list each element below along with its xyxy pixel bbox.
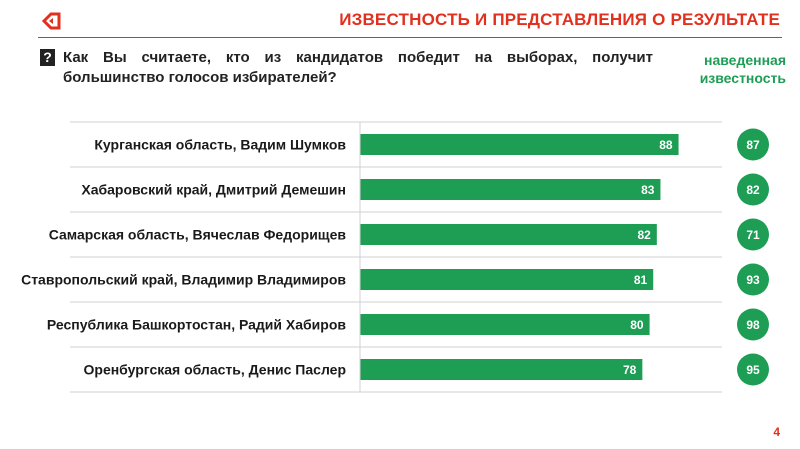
bar bbox=[360, 179, 661, 200]
awareness-value-label: 95 bbox=[746, 363, 760, 377]
category-label: Самарская область, Вячеслав Федорищев bbox=[49, 227, 347, 243]
bar bbox=[360, 314, 650, 335]
bar bbox=[360, 224, 657, 245]
bar-value-label: 81 bbox=[634, 273, 648, 287]
bar-value-label: 83 bbox=[641, 183, 655, 197]
bar-value-label: 78 bbox=[623, 363, 637, 377]
category-label: Ставропольский край, Владимир Владимиров bbox=[21, 272, 346, 288]
awareness-circle bbox=[737, 128, 769, 161]
title-divider bbox=[38, 37, 782, 38]
awareness-value-label: 93 bbox=[746, 273, 760, 287]
awareness-circle bbox=[737, 218, 769, 251]
logo-icon bbox=[41, 12, 61, 30]
bar-value-label: 80 bbox=[630, 318, 644, 332]
question-text: Как Вы считаете, кто из кандидатов побед… bbox=[63, 49, 653, 86]
bar bbox=[360, 359, 643, 380]
category-label: Республика Башкортостан, Радий Хабиров bbox=[47, 317, 346, 333]
question-mark-icon: ? bbox=[40, 49, 55, 66]
page-number: 4 bbox=[773, 425, 780, 439]
awareness-circle bbox=[737, 353, 769, 386]
bar-value-label: 82 bbox=[637, 228, 651, 242]
bar bbox=[360, 134, 679, 155]
category-label: Курганская область, Вадим Шумков bbox=[94, 137, 346, 153]
awareness-circle bbox=[737, 173, 769, 206]
legend-label: наведенная известность bbox=[699, 52, 786, 86]
awareness-circle bbox=[737, 263, 769, 296]
awareness-circle bbox=[737, 308, 769, 341]
category-label: Хабаровский край, Дмитрий Демешин bbox=[81, 182, 346, 198]
awareness-value-label: 71 bbox=[746, 228, 760, 242]
category-label: Оренбургская область, Денис Паслер bbox=[84, 362, 347, 378]
bar bbox=[360, 269, 654, 290]
page-title: ИЗВЕСТНОСТЬ И ПРЕДСТАВЛЕНИЯ О РЕЗУЛЬТАТЕ bbox=[339, 10, 780, 29]
bar-value-label: 88 bbox=[659, 138, 673, 152]
awareness-value-label: 87 bbox=[746, 138, 760, 152]
awareness-value-label: 82 bbox=[746, 183, 760, 197]
awareness-value-label: 98 bbox=[746, 318, 760, 332]
